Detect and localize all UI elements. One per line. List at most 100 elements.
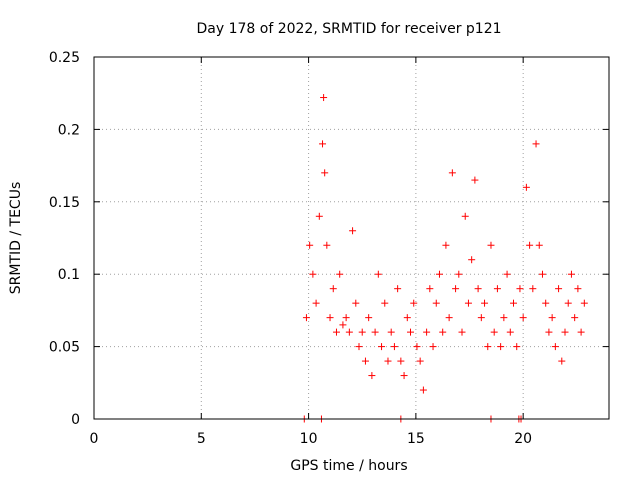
y-tick-label: 0: [71, 412, 80, 428]
data-point: [468, 256, 476, 264]
data-point: [516, 285, 524, 293]
data-point: [477, 314, 485, 322]
data-point: [368, 372, 376, 380]
data-point: [319, 140, 327, 148]
data-point: [302, 314, 310, 322]
data-point: [423, 328, 431, 336]
data-point: [400, 372, 408, 380]
data-point: [326, 314, 334, 322]
data-point: [455, 270, 463, 278]
data-point: [387, 328, 395, 336]
data-point: [439, 328, 447, 336]
axis-tick-labels: 0 5 10 15 20 0 0.05 0.1 0.15 0.2 0.25: [49, 50, 532, 447]
data-point: [471, 176, 479, 184]
data-point: [397, 357, 405, 365]
data-point: [481, 299, 489, 307]
data-point: [309, 270, 317, 278]
y-tick-label: 0.15: [49, 195, 80, 211]
data-point: [484, 343, 492, 351]
data-point: [500, 314, 508, 322]
y-tick-label: 0.05: [49, 340, 80, 356]
data-point: [332, 328, 340, 336]
y-axis-label: SRMTID / TECUs: [8, 182, 24, 295]
data-point: [497, 343, 505, 351]
data-point: [564, 299, 572, 307]
data-point: [410, 299, 418, 307]
data-point: [513, 343, 521, 351]
data-point: [390, 343, 398, 351]
chart-title: Day 178 of 2022, SRMTID for receiver p12…: [196, 21, 501, 37]
data-point: [538, 270, 546, 278]
data-point: [374, 270, 382, 278]
data-point: [561, 328, 569, 336]
data-point: [429, 343, 437, 351]
data-point: [529, 285, 537, 293]
data-point: [394, 285, 402, 293]
data-point: [474, 285, 482, 293]
data-point: [522, 183, 530, 191]
y-tick-label: 0.1: [58, 267, 80, 283]
data-point: [329, 285, 337, 293]
x-tick-label: 15: [407, 431, 425, 447]
data-point: [452, 285, 460, 293]
data-point: [458, 328, 466, 336]
data-point: [339, 321, 347, 329]
data-point: [506, 328, 514, 336]
data-point: [487, 241, 495, 249]
data-point: [336, 270, 344, 278]
data-point: [448, 169, 456, 177]
data-point: [358, 328, 366, 336]
data-point: [403, 314, 411, 322]
data-point: [548, 314, 556, 322]
data-point: [345, 328, 353, 336]
data-point: [426, 285, 434, 293]
data-point: [526, 241, 534, 249]
y-tick-label: 0.25: [49, 50, 80, 66]
data-point: [571, 314, 579, 322]
data-point: [445, 314, 453, 322]
data-point: [361, 357, 369, 365]
data-point: [365, 314, 373, 322]
data-point: [352, 299, 360, 307]
x-tick-label: 0: [90, 431, 99, 447]
data-point: [519, 314, 527, 322]
data-point: [321, 169, 329, 177]
plot-frame: [93, 56, 610, 420]
data-point: [461, 212, 469, 220]
data-point: [567, 270, 575, 278]
data-point: [413, 343, 421, 351]
data-point: [510, 299, 518, 307]
data-point: [580, 299, 588, 307]
data-point: [315, 212, 323, 220]
data-point: [545, 328, 553, 336]
data-point: [349, 227, 357, 235]
x-axis-label: GPS time / hours: [290, 458, 407, 474]
data-point: [371, 328, 379, 336]
data-point: [342, 314, 350, 322]
data-point: [535, 241, 543, 249]
data-point: [503, 270, 511, 278]
data-point: [555, 285, 563, 293]
data-point: [551, 343, 559, 351]
x-tick-label: 20: [514, 431, 532, 447]
data-point: [416, 357, 424, 365]
data-point: [432, 299, 440, 307]
data-point: [407, 328, 415, 336]
data-point: [574, 285, 582, 293]
data-point: [323, 241, 331, 249]
data-point: [532, 140, 540, 148]
data-point: [306, 241, 314, 249]
y-tick-label: 0.2: [58, 122, 80, 138]
data-point: [542, 299, 550, 307]
data-point: [493, 285, 501, 293]
data-point: [464, 299, 472, 307]
data-point: [558, 357, 566, 365]
data-point: [490, 328, 498, 336]
x-tick-label: 5: [197, 431, 206, 447]
data-point: [378, 343, 386, 351]
data-point: [320, 94, 328, 102]
data-point: [355, 343, 363, 351]
